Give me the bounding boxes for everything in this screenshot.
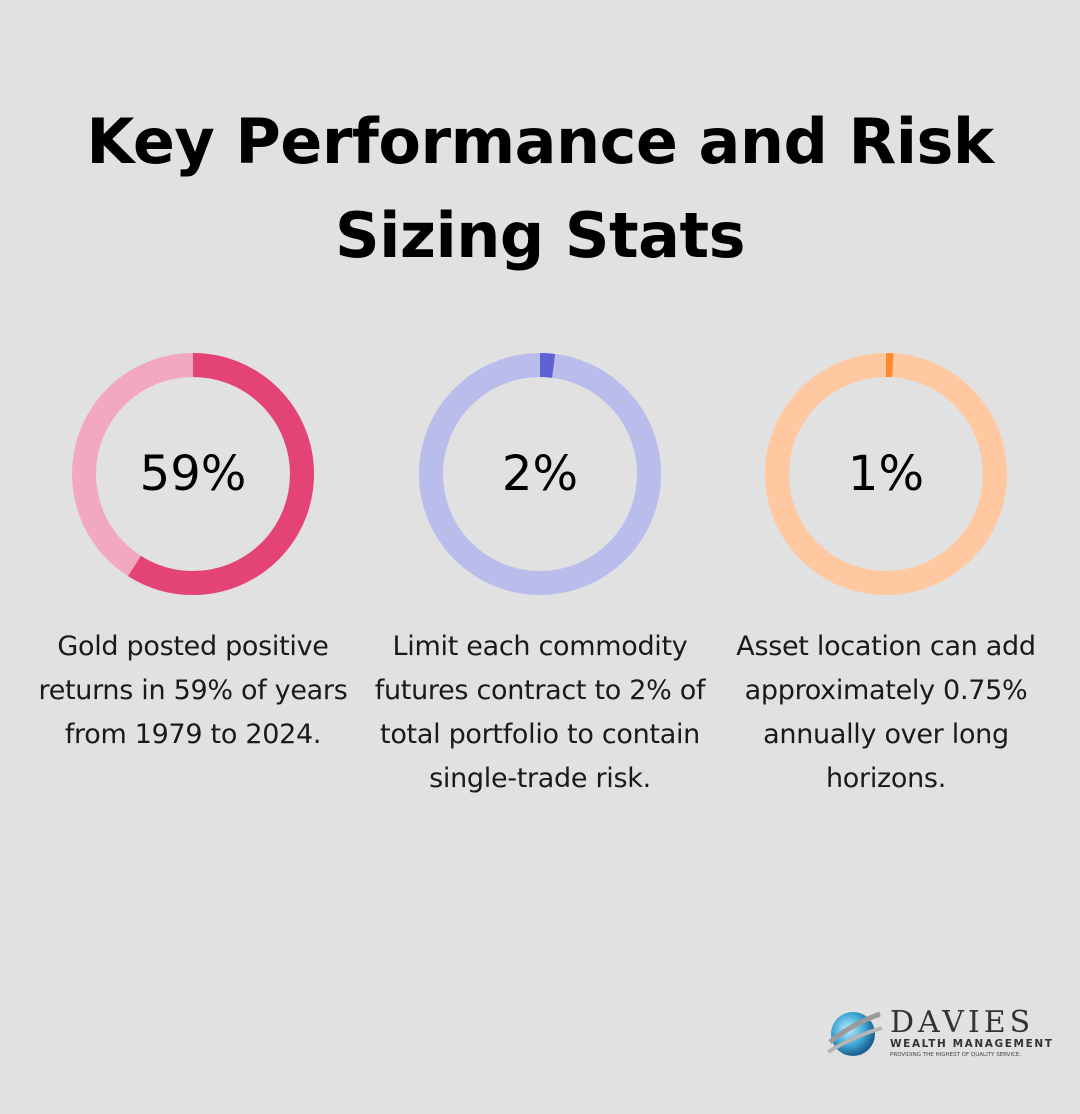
stat-description: Gold posted positive returns in 59% of y…	[38, 631, 348, 750]
globe-icon	[826, 1011, 883, 1056]
donut-ring-icon	[72, 353, 314, 595]
title-line-1: Key Performance and Risk	[86, 105, 994, 178]
logo-name: DAVIES	[890, 1005, 1035, 1040]
logo-tagline: PROVIDING THE HIGHEST OF QUALITY SERVICE…	[890, 1052, 1022, 1058]
donut-chart: 2%	[419, 353, 661, 595]
stat-value: 1%	[847, 446, 925, 502]
company-logo: DAVIES WEALTH MANAGEMENT PROVIDING THE H…	[826, 1004, 1052, 1064]
stat-description: Limit each commodity futures contract to…	[374, 631, 706, 794]
donut-chart: 1%	[765, 353, 1007, 595]
stat-value: 59%	[139, 446, 247, 502]
stat-value: 2%	[501, 446, 579, 502]
donut-ring-icon	[765, 353, 1007, 595]
donut-ring-icon	[419, 353, 661, 595]
stat-description: Asset location can add approximately 0.7…	[736, 631, 1036, 794]
page-title: Key Performance and Risk Sizing Stats	[0, 95, 1080, 283]
logo-subtitle: WEALTH MANAGEMENT	[890, 1038, 1054, 1050]
title-line-2: Sizing Stats	[334, 199, 746, 272]
donut-chart: 59%	[72, 353, 314, 595]
